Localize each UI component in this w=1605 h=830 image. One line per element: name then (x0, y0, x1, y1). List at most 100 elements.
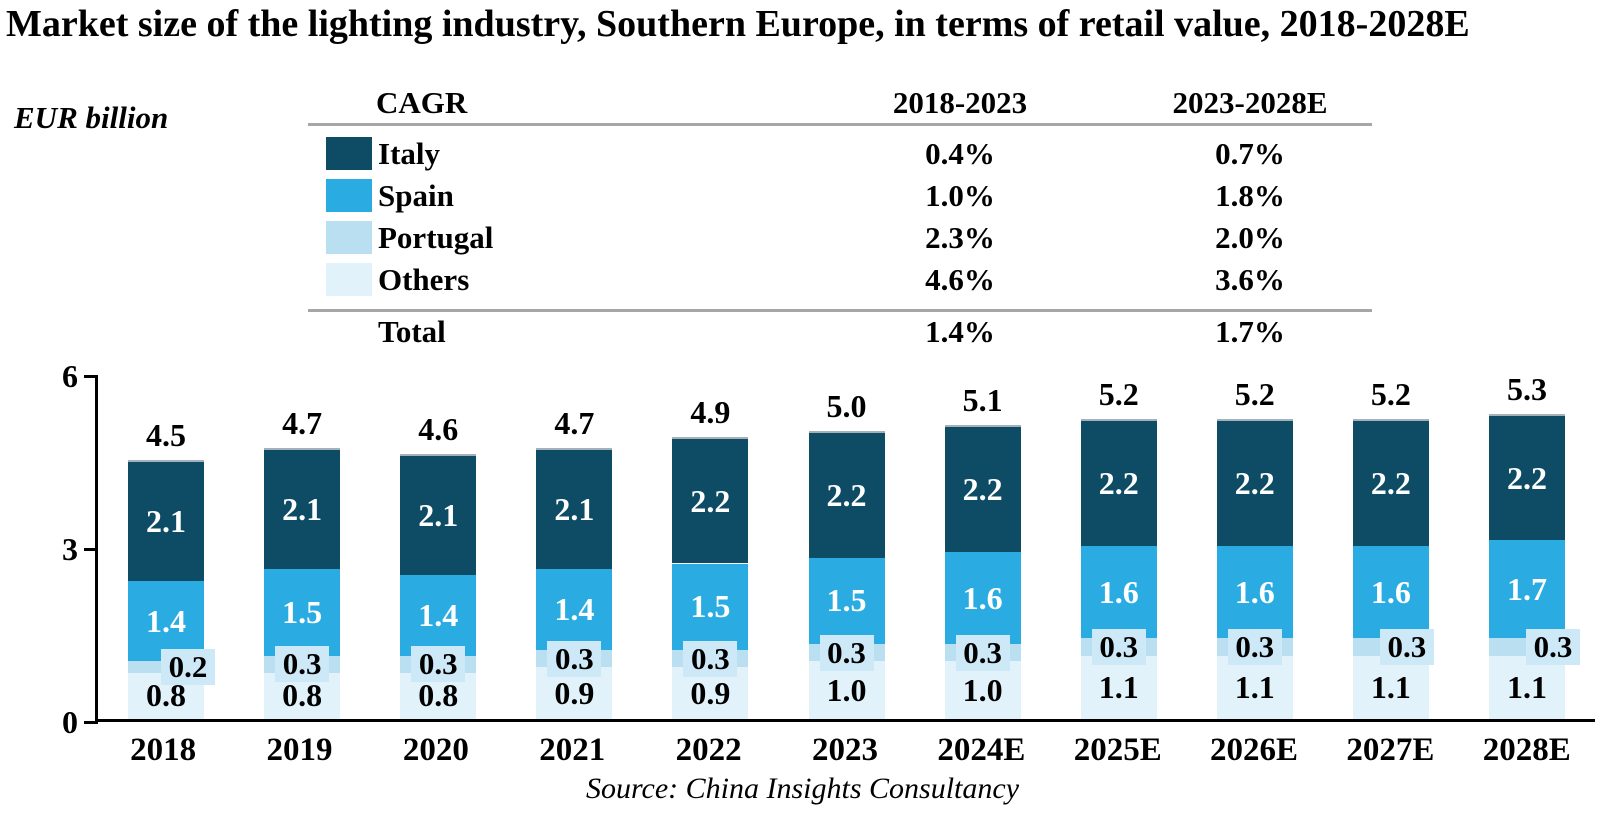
legend-label: Spain (378, 178, 454, 213)
cagr-value-2023-2028e: 0.7% (1215, 136, 1285, 171)
portugal-value-label: 0.3 (819, 634, 874, 671)
cagr-total-col1: 1.4% (925, 314, 995, 349)
bar-total-label: 4.7 (282, 405, 323, 442)
bar-segment-spain: 1.6 (1080, 546, 1157, 639)
table-rule-top (308, 123, 1372, 126)
bar-segment-spain: 1.4 (536, 569, 613, 650)
bar-total-label: 5.1 (962, 382, 1003, 419)
x-axis-label-2026E: 2026E (1210, 732, 1299, 768)
y-axis-tick (84, 720, 98, 724)
legend-label: Portugal (378, 220, 494, 255)
portugal-value-label: 0.3 (547, 640, 602, 677)
cagr-value-2018-2023: 1.0% (925, 178, 995, 213)
bar-total-label: 4.9 (690, 393, 731, 430)
bar-total-label: 5.2 (1370, 376, 1411, 413)
x-axis-label-2021: 2021 (539, 732, 606, 768)
portugal-value-label: 0.2 (161, 649, 216, 686)
bar-segment-others: 1.1 (1080, 655, 1157, 719)
bar-segment-italy: 2.1 (128, 459, 205, 581)
chart-title: Market size of the lighting industry, So… (6, 3, 1470, 45)
bar-segment-spain: 1.6 (944, 551, 1021, 645)
bar-segment-spain: 1.6 (1352, 546, 1429, 639)
x-axis-label-2020: 2020 (402, 732, 469, 768)
bar-total-label: 5.2 (1234, 376, 1275, 413)
bar-segment-others: 1.1 (1352, 655, 1429, 719)
bar-group-2025E: 1.1 1.6 2.2 0.3 5.2 (1051, 376, 1187, 719)
bar-segment-italy: 2.2 (1352, 419, 1429, 547)
bar-group-2026E: 1.1 1.6 2.2 0.3 5.2 (1187, 376, 1323, 719)
cagr-total-col2: 1.7% (1215, 314, 1285, 349)
bar-segment-spain: 1.7 (1488, 540, 1565, 639)
portugal-value-label: 0.3 (1227, 629, 1282, 665)
y-axis-tick-label: 3 (62, 531, 78, 568)
bar-total-label: 5.0 (826, 388, 867, 424)
bar-total-label: 5.2 (1098, 376, 1139, 413)
cagr-value-2023-2028e: 1.8% (1215, 178, 1285, 213)
bar-segment-italy: 2.2 (808, 431, 885, 558)
cagr-value-2018-2023: 2.3% (925, 220, 995, 255)
x-axis-label-2022: 2022 (675, 732, 742, 768)
bar-segment-spain: 1.5 (264, 569, 341, 656)
bar-segment-others: 1.1 (1488, 655, 1565, 719)
stacked-bar: 1.1 1.6 2.2 0.3 5.2 (1080, 376, 1157, 719)
cagr-table: CAGR 2018-2023 2023-2028E Italy 0.4% 0.7% S… (0, 0, 1605, 360)
portugal-value-label: 0.3 (955, 634, 1010, 671)
source-note: Source: China Insights Consultancy (585, 772, 1020, 805)
cagr-header-col2: 2023-2028E (1172, 85, 1328, 120)
bar-group-2020: 0.8 1.4 2.1 0.3 4.6 (370, 376, 506, 719)
x-axis-label-2018: 2018 (130, 732, 197, 768)
cagr-value-2018-2023: 4.6% (925, 262, 995, 297)
y-axis-unit-label: EUR billion (14, 100, 169, 135)
cagr-header-label: CAGR (376, 85, 468, 120)
bar-group-2018: 0.8 1.4 2.1 0.2 4.5 (98, 376, 234, 719)
bar-segment-italy: 2.2 (1216, 419, 1293, 547)
stacked-bar: 0.9 1.5 2.2 0.3 4.9 (672, 394, 749, 719)
portugal-value-label: 0.3 (275, 646, 330, 683)
x-axis-label-2028E: 2028E (1482, 732, 1571, 768)
x-axis-label-2024E: 2024E (937, 732, 1026, 768)
portugal-value-label: 0.3 (683, 640, 738, 677)
bar-total-label: 4.6 (418, 411, 459, 448)
bar-segment-spain: 1.6 (1216, 546, 1293, 639)
bar-segment-spain: 1.4 (400, 575, 477, 656)
stacked-bar: 1.0 1.5 2.2 0.3 5.0 (808, 388, 885, 719)
bar-segment-spain: 1.4 (128, 580, 205, 662)
stacked-bar: 0.8 1.4 2.1 0.3 4.6 (400, 411, 477, 719)
y-axis-tick-label: 6 (62, 358, 78, 395)
bar-total-label: 4.7 (554, 405, 595, 442)
bar-segment-italy: 2.2 (1080, 419, 1157, 547)
bar-segment-others: 1.0 (808, 661, 885, 719)
cagr-total-row: Total 1.4% 1.7% (0, 311, 1605, 353)
legend-label: Italy (378, 136, 440, 171)
legend-swatch-spain (326, 179, 372, 212)
legend-label: Others (378, 262, 470, 297)
cagr-row-portugal: Portugal 2.3% 2.0% (0, 217, 1605, 259)
cagr-value-2023-2028e: 3.6% (1215, 262, 1285, 297)
cagr-value-2018-2023: 0.4% (925, 136, 995, 171)
portugal-value-label: 0.3 (1091, 629, 1146, 665)
bar-groups: 0.8 1.4 2.1 0.2 4.5 0.8 1.5 2.1 0.3 4.7 0.8 1.4 2.1 0… (98, 371, 1595, 719)
stacked-bar: 1.0 1.6 2.2 0.3 5.1 (944, 382, 1021, 719)
legend-swatch-italy (326, 137, 372, 170)
x-axis-label-2025E: 2025E (1073, 732, 1162, 768)
bar-group-2024E: 1.0 1.6 2.2 0.3 5.1 (915, 376, 1051, 719)
bar-segment-italy: 2.2 (672, 436, 749, 564)
stacked-bar: 0.8 1.5 2.1 0.3 4.7 (264, 405, 341, 719)
bar-segment-italy: 2.1 (400, 454, 477, 575)
legend-swatch-others (326, 263, 372, 296)
cagr-header-row: CAGR 2018-2023 2023-2028E (0, 82, 1605, 124)
bar-group-2019: 0.8 1.5 2.1 0.3 4.7 (234, 376, 370, 719)
bar-total-label: 4.5 (146, 416, 187, 453)
bar-segment-spain: 1.5 (808, 557, 885, 645)
bar-group-2023: 1.0 1.5 2.2 0.3 5.0 (778, 376, 914, 719)
portugal-value-label: 0.3 (1525, 629, 1580, 665)
cagr-row-italy: Italy 0.4% 0.7% (0, 133, 1605, 175)
x-axis-label-2023: 2023 (811, 732, 878, 768)
legend-swatch-portugal (326, 221, 372, 254)
bar-segment-italy: 2.1 (536, 448, 613, 570)
y-axis-tick-label: 0 (62, 704, 78, 740)
stacked-bar: 0.8 1.4 2.1 0.2 4.5 (128, 417, 216, 719)
bar-group-2028E: 1.1 1.7 2.2 0.3 5.3 (1459, 371, 1595, 719)
